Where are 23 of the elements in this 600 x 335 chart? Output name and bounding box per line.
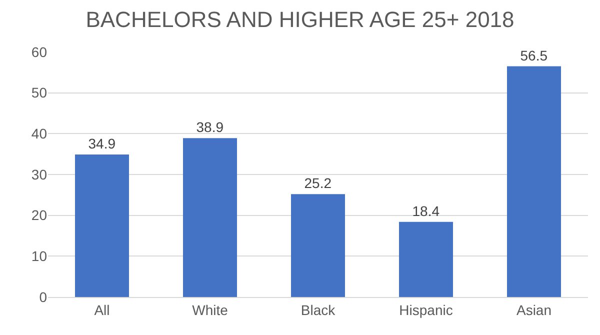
y-tick-label: 30 xyxy=(31,166,48,182)
x-tick-label: All xyxy=(94,302,110,318)
data-label: 25.2 xyxy=(304,175,332,192)
bar xyxy=(75,154,129,297)
bar xyxy=(399,222,453,297)
bar xyxy=(291,194,345,297)
y-tick-label: 20 xyxy=(31,207,48,224)
y-tick-label: 50 xyxy=(31,84,48,101)
data-label: 38.9 xyxy=(196,119,224,136)
x-tick-label: White xyxy=(192,302,228,318)
y-tick-label: 0 xyxy=(39,288,48,305)
bar xyxy=(183,138,237,297)
y-tick-label: 60 xyxy=(31,44,48,60)
y-tick-label: 40 xyxy=(31,126,48,142)
x-tick-label: Hispanic xyxy=(399,302,453,318)
x-tick-label: Asian xyxy=(516,302,552,318)
chart-title: BACHELORS AND HIGHER AGE 25+ 2018 xyxy=(86,7,514,32)
data-label: 34.9 xyxy=(88,135,116,152)
data-label: 18.4 xyxy=(412,202,440,219)
bar xyxy=(507,66,561,297)
data-label: 56.5 xyxy=(520,47,548,64)
x-tick-label: Black xyxy=(300,302,336,318)
y-tick-label: 10 xyxy=(31,248,48,264)
